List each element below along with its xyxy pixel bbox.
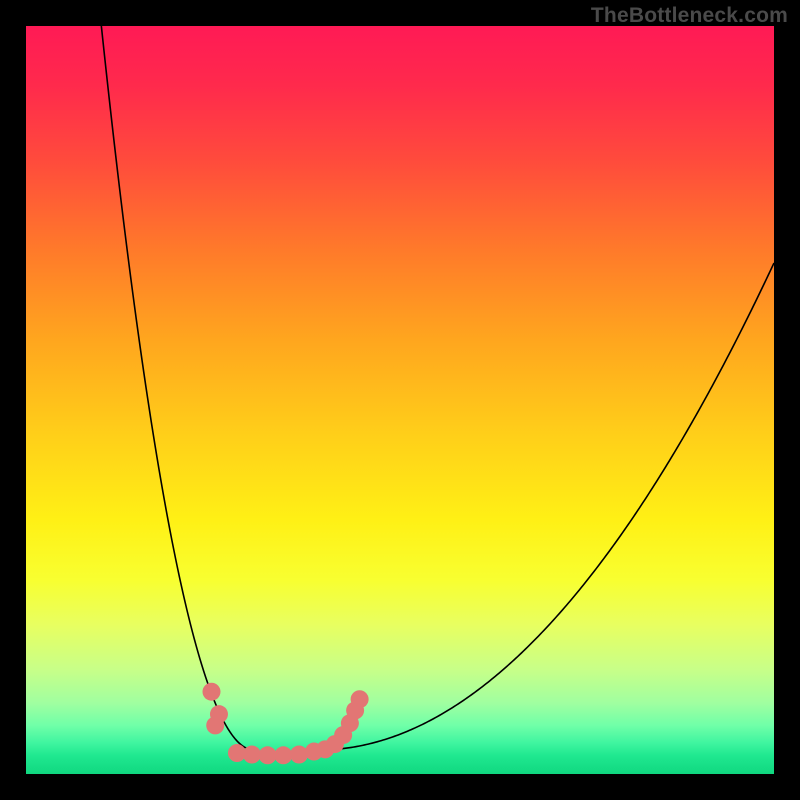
- chart-stage: TheBottleneck.com: [0, 0, 800, 800]
- data-point: [351, 690, 369, 708]
- data-point: [206, 716, 224, 734]
- data-point: [274, 746, 292, 764]
- data-point: [203, 683, 221, 701]
- markers-bottom: [228, 744, 308, 764]
- data-point: [290, 746, 308, 764]
- plot-background: [26, 26, 774, 774]
- data-point: [259, 746, 277, 764]
- bottleneck-curve-chart: [0, 0, 800, 800]
- data-point: [243, 746, 261, 764]
- watermark-text: TheBottleneck.com: [591, 4, 788, 28]
